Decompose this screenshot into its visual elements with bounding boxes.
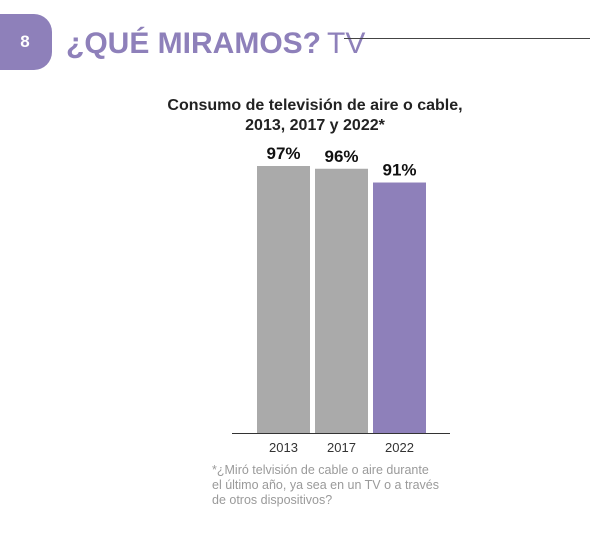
bar-value-label-2017: 96% <box>324 147 358 166</box>
bar-value-label-2022: 91% <box>382 161 416 180</box>
footnote-line-3: de otros dispositivos? <box>212 493 333 507</box>
bar-2013 <box>257 166 310 433</box>
x-tick-label-2017: 2017 <box>327 440 356 455</box>
bar-2022 <box>373 182 426 433</box>
footnote-line-2: el último año, ya sea en un TV o a travé… <box>212 478 439 492</box>
header-divider <box>344 38 590 39</box>
chart-title-line-2: 2013, 2017 y 2022* <box>245 117 385 134</box>
x-tick-label-2013: 2013 <box>269 440 298 455</box>
bar-2017 <box>315 168 368 434</box>
page-number-tab: 8 <box>0 14 52 70</box>
x-tick-label-2022: 2022 <box>385 440 414 455</box>
footnote: *¿Miró telvisión de cable o aire durante… <box>212 463 472 508</box>
section-title-light: TV <box>327 27 366 60</box>
chart-title: Consumo de televisión de aire o cable, 2… <box>150 96 480 136</box>
chart-title-line-1: Consumo de televisión de aire o cable, <box>167 97 463 114</box>
footnote-line-1: *¿Miró telvisión de cable o aire durante <box>212 463 429 477</box>
page-number: 8 <box>20 32 30 51</box>
bar-value-label-2013: 97% <box>266 144 300 163</box>
section-title: ¿QUÉ MIRAMOS? TV <box>66 26 365 62</box>
section-title-bold: ¿QUÉ MIRAMOS? <box>66 27 321 60</box>
